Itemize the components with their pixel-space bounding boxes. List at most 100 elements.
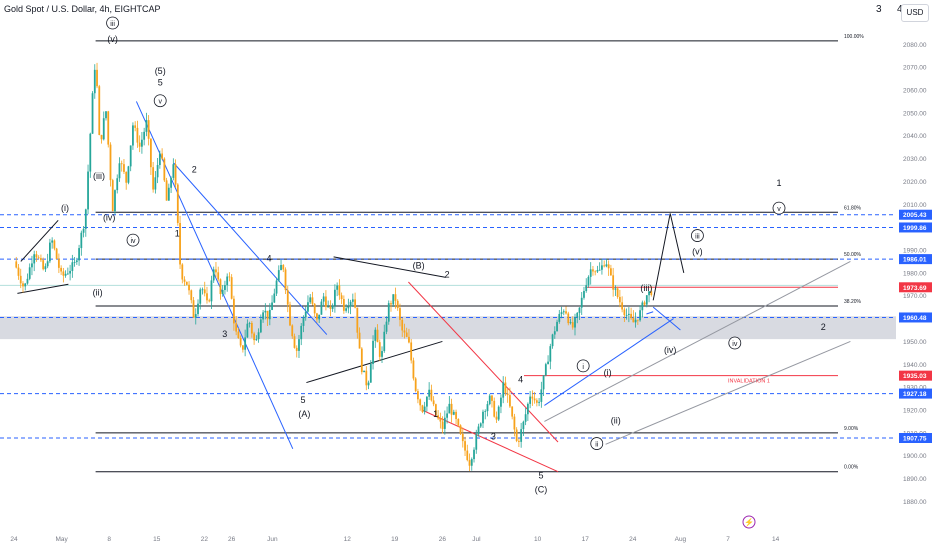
x-tick-label: 17 xyxy=(582,536,590,543)
candle-body xyxy=(233,298,235,324)
candle-body xyxy=(24,283,27,287)
candle-body xyxy=(333,289,336,306)
candle-body xyxy=(149,138,152,168)
candle-body xyxy=(226,276,229,286)
candle-body xyxy=(509,395,511,407)
candle-body xyxy=(459,425,462,435)
y-tick-label: 2050.00 xyxy=(903,110,927,117)
candle-body xyxy=(531,396,534,399)
candle-body xyxy=(354,299,356,308)
x-tick-label: 24 xyxy=(10,536,18,543)
candle-body xyxy=(396,300,399,309)
candle-body xyxy=(309,297,312,303)
candle-body xyxy=(107,111,110,145)
candle-body xyxy=(199,289,202,304)
candle-body xyxy=(522,421,525,430)
candle-body xyxy=(583,291,585,298)
candle-body xyxy=(60,267,63,272)
candle-body xyxy=(111,180,114,212)
price-tag-label: 1907.75 xyxy=(903,436,927,443)
candle-body xyxy=(311,297,314,304)
wave-label-circle xyxy=(153,94,167,108)
x-tick-label: 26 xyxy=(228,536,236,543)
wave-label: i xyxy=(582,364,584,371)
candle-body xyxy=(428,389,431,397)
candle-body xyxy=(349,301,352,307)
candle-body xyxy=(390,303,392,305)
fib-level-label: 0.00% xyxy=(844,465,859,471)
candle-body xyxy=(482,411,484,424)
x-tick-label: 15 xyxy=(153,536,161,543)
candle-body xyxy=(560,312,563,314)
candle-body xyxy=(632,318,635,323)
candle-body xyxy=(235,323,238,332)
candle-body xyxy=(172,164,175,178)
candle-body xyxy=(446,413,448,418)
trend-line xyxy=(17,283,69,294)
event-marker[interactable]: ⚡ xyxy=(742,515,756,529)
candle-body xyxy=(49,242,51,262)
candle-body xyxy=(66,273,69,275)
candle-body xyxy=(53,240,56,249)
corner-number-b: 4 xyxy=(897,4,903,15)
candle-body xyxy=(645,295,648,305)
wave-label-circle xyxy=(728,336,742,350)
candle-body xyxy=(44,266,47,270)
candle-body xyxy=(419,399,422,406)
candle-body xyxy=(623,309,626,316)
candle-body xyxy=(345,308,348,311)
candle-body xyxy=(118,163,121,179)
wave-label-circle xyxy=(576,359,590,373)
wave-label: 4 xyxy=(266,253,271,263)
candle-body xyxy=(403,330,406,333)
wave-label: 5 xyxy=(300,395,305,405)
candle-body xyxy=(378,342,381,357)
candle-body xyxy=(116,178,119,191)
candle-body xyxy=(587,276,590,286)
y-tick-label: 2040.00 xyxy=(903,133,927,140)
candle-body xyxy=(167,187,170,201)
candle-body xyxy=(574,317,576,328)
y-tick-label: 2030.00 xyxy=(903,156,927,163)
candle-body xyxy=(224,285,226,290)
candle-body xyxy=(105,111,107,119)
wave-label: (v) xyxy=(107,34,118,44)
candle-body xyxy=(69,270,71,274)
price-tag xyxy=(899,222,932,233)
candle-body xyxy=(100,134,103,140)
candle-body xyxy=(502,382,505,398)
candle-body xyxy=(264,310,267,313)
wave-label: iv xyxy=(732,341,738,348)
candle-body xyxy=(410,342,413,361)
candle-body xyxy=(439,418,442,422)
candle-body xyxy=(408,336,410,343)
candle-body xyxy=(87,171,89,210)
candle-body xyxy=(253,333,256,341)
candle-body xyxy=(161,153,164,159)
candle-body xyxy=(129,145,132,167)
wave-label: v xyxy=(158,99,162,106)
candle-body xyxy=(455,411,457,420)
candle-body xyxy=(163,158,166,181)
candle-body xyxy=(518,440,520,442)
trend-line xyxy=(544,318,674,406)
candle-body xyxy=(331,305,334,309)
candle-body xyxy=(383,331,386,352)
candle-body xyxy=(358,332,361,349)
candle-body xyxy=(540,389,543,402)
candle-body xyxy=(136,127,139,143)
candle-body xyxy=(475,434,478,450)
candle-body xyxy=(495,416,498,420)
candle-body xyxy=(565,311,567,314)
candle-body xyxy=(190,290,193,301)
fib-level-label: 50.00% xyxy=(844,252,862,258)
y-tick-label: 1950.00 xyxy=(903,339,927,346)
y-tick-label: 2010.00 xyxy=(903,202,927,209)
candle-body xyxy=(84,209,87,229)
candle-body xyxy=(255,339,258,341)
wave-label: 1 xyxy=(175,228,180,238)
currency-button[interactable]: USD xyxy=(901,4,929,22)
candle-body xyxy=(96,69,98,87)
candle-body xyxy=(327,306,330,308)
